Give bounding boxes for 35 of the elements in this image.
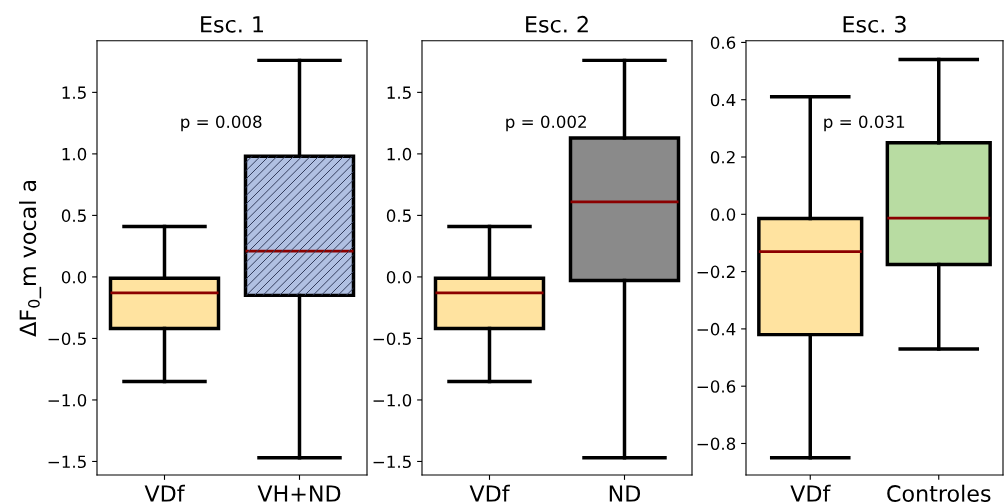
y-tick-label: 0.2 [710, 150, 735, 164]
y-tick-label: −0.8 [697, 437, 736, 451]
y-tick-label: 1.5 [62, 86, 86, 99]
y-tick-label: −0.5 [48, 332, 86, 345]
y-tick-label: −0.6 [697, 380, 736, 393]
text: 1.0 [387, 147, 412, 161]
x-tick-label: Controles [887, 484, 991, 502]
y-tick-label: 0.6 [710, 36, 736, 49]
chart-title: Esc. 1 [201, 16, 263, 33]
text: 1.0 [62, 147, 87, 161]
text: 0.0 [61, 270, 87, 284]
text: 0.0 [386, 270, 412, 284]
x-tick-label: VDf [144, 484, 185, 502]
y-tick-label: −1.0 [373, 393, 412, 407]
x-tick-label: VDf [469, 484, 510, 502]
y-tick-label: 0.5 [386, 209, 411, 222]
y-tick-label: −0.4 [697, 322, 736, 336]
chart-title: Esc. 3 [843, 15, 906, 33]
x-tick-label: ND [609, 485, 641, 502]
y-axis-title: ΔF$_{0}$_m vocal a [19, 180, 42, 337]
annotation: p = 0.002 [506, 115, 586, 132]
y-tick-label: −1.0 [48, 393, 87, 407]
text: 0.0 [710, 208, 736, 221]
annotation: p = 0.031 [824, 115, 905, 132]
y-tick-label: 0.4 [710, 93, 736, 107]
y-tick-label: 1.5 [387, 86, 411, 99]
annotation: p = 0.008 [181, 115, 262, 132]
x-tick-label: VH+ND [257, 485, 341, 502]
x-tick-label: VDf [790, 484, 831, 502]
y-tick-label: −1.5 [48, 455, 86, 469]
y-tick-label: −0.2 [697, 265, 735, 279]
y-tick-label: −0.5 [373, 332, 411, 345]
y-tick-label: 0.5 [61, 209, 86, 222]
y-tick-label: −1.5 [373, 455, 411, 469]
chart-title: Esc. 2 [526, 15, 588, 33]
